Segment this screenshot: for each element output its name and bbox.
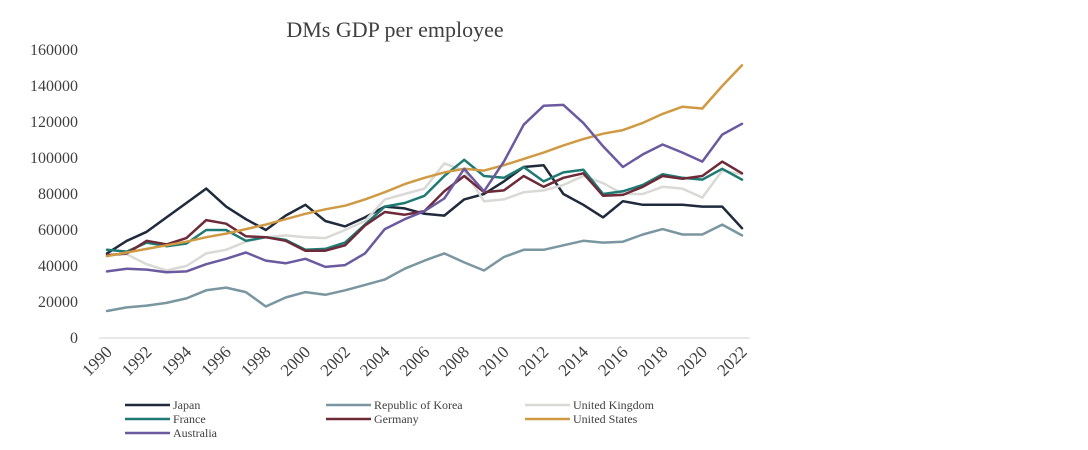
series-lines [105,64,744,313]
x-tick-label: 2002 [316,342,353,379]
x-axis-tick-labels: 1990 1992 1994 1996 1998 2000 2002 2004 2006 2008… [78,342,750,380]
legend-label-republic-of-korea: Republic of Korea [374,398,463,412]
x-tick-label: 2016 [594,342,631,379]
series-line-united-states [105,64,744,258]
legend-label-united-states: United States [573,412,638,426]
y-axis-tick-labels: 0 20000 40000 60000 80000 100000 120000 140000 1… [30,42,78,347]
series-line-france [105,158,744,253]
y-tick-label: 160000 [30,42,78,59]
x-tick-label: 2006 [396,342,433,379]
x-tick-label: 2004 [356,342,394,380]
y-tick-label: 0 [70,330,78,347]
x-tick-label: 2014 [555,342,593,380]
x-tick-label: 1996 [197,342,234,379]
x-tick-label: 2010 [475,342,512,379]
x-tick-label: 2022 [713,342,750,379]
legend-label-japan: Japan [173,398,200,412]
legend-label-australia: Australia [173,426,218,440]
series-line-republic-of-korea [105,223,744,313]
x-tick-label: 1992 [118,342,155,379]
chart-title: DMs GDP per employee [286,17,503,42]
x-tick-label: 2020 [674,342,711,379]
legend-label-france: France [173,412,206,426]
y-tick-label: 120000 [30,114,78,131]
legend-label-united-kingdom: United Kingdom [573,398,655,412]
legend: Japan Republic of Korea United Kingdom Fran… [125,398,655,440]
y-tick-label: 100000 [30,150,78,167]
y-tick-label: 60000 [38,222,78,239]
series-line-japan [105,163,744,255]
series-line-australia [105,103,744,274]
x-tick-label: 1998 [237,342,274,379]
legend-label-germany: Germany [374,412,419,426]
x-tick-label: 2018 [634,342,671,379]
y-tick-label: 20000 [38,294,78,311]
series-line-germany [105,160,744,257]
x-tick-label: 2000 [277,342,314,379]
x-tick-label: 2012 [515,342,552,379]
y-tick-label: 80000 [38,186,78,203]
x-tick-label: 2008 [436,342,473,379]
y-tick-label: 40000 [38,258,78,275]
y-tick-label: 140000 [30,78,78,95]
x-tick-label: 1990 [78,342,115,379]
x-tick-label: 1994 [158,342,196,380]
series-line-united-kingdom [105,162,744,272]
